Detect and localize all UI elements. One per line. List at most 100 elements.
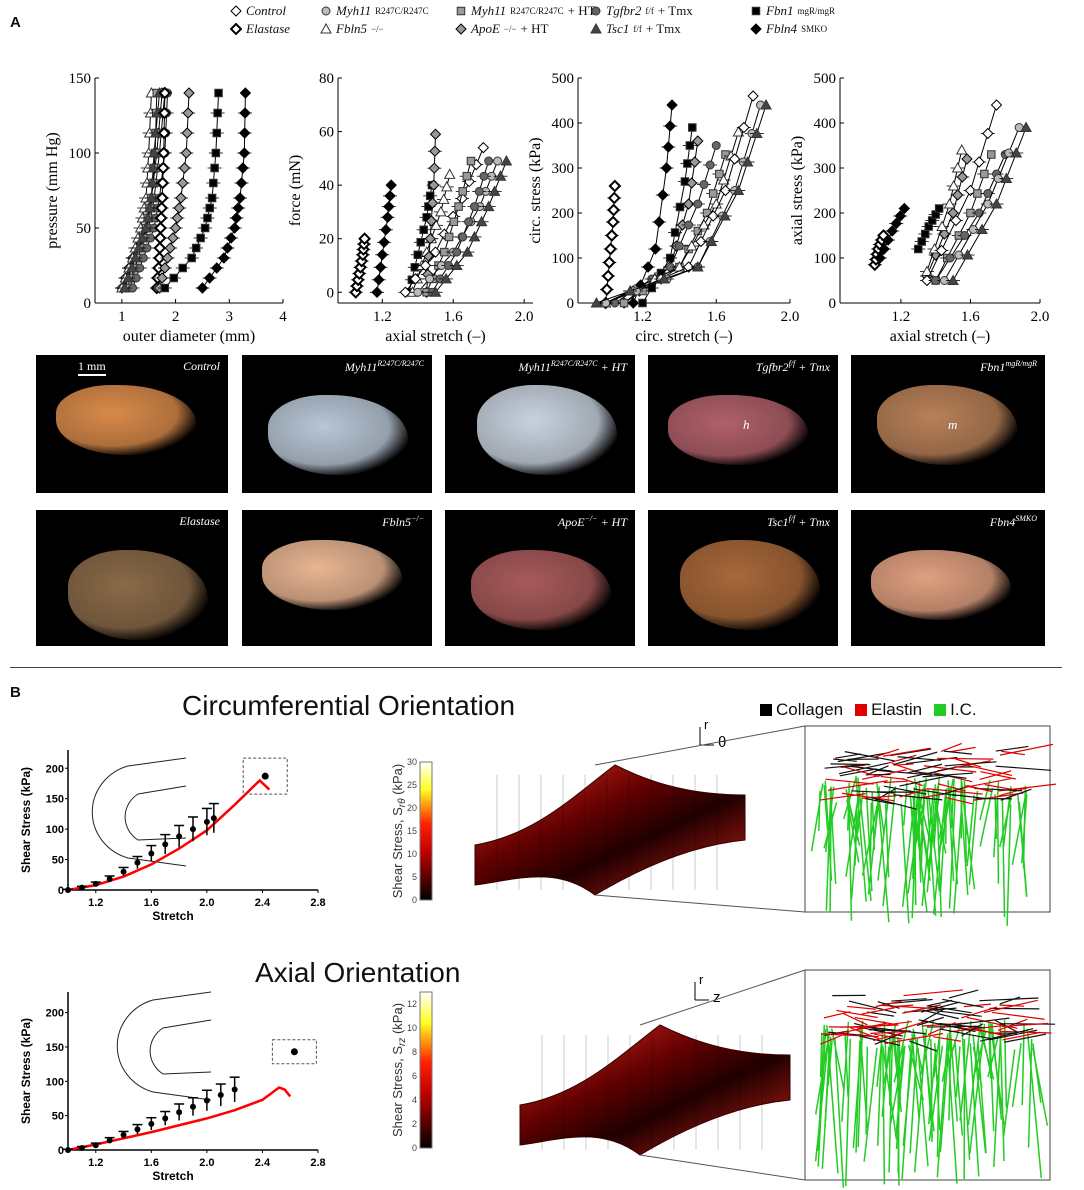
data-point [228,222,241,234]
model-curve [67,1086,292,1152]
data-point [708,189,718,198]
data-point [450,259,463,270]
aorta-photo: Elastase [36,510,228,646]
ic-fiber [932,789,947,915]
marker [751,6,761,16]
data-point [484,156,494,166]
data-point [413,250,423,260]
data-point [705,235,718,246]
data-point [155,191,169,205]
data-point [878,243,890,255]
data-point [717,173,730,185]
data-point [951,161,964,173]
collagen-fiber [934,1009,982,1017]
data-point [980,169,989,179]
panel-b-graphics: 1.2 1.6 2.0 2.4 2.8050100150200StretchShear … [19,717,1056,1188]
y-tick-label: 100 [46,1076,64,1088]
legend-ic: I.C. [934,700,977,720]
colorbar [419,991,433,1149]
marker [320,23,332,34]
y-tick-label: 100 [69,146,92,162]
fiber-legend: Collagen Elastin I.C. [760,700,977,720]
genotype-name: ApoE [471,21,500,36]
aorta-photo: Myh11R247C/R247C [242,355,432,493]
ic-fiber [882,1048,886,1185]
data-point [158,106,171,120]
experimental-point [176,833,183,840]
colorbar-label-part: Shear Stress, S [390,807,405,898]
legend-entry: Tsc1 f/f + Tmx [590,21,681,37]
data-point [171,212,184,224]
data-point [156,176,170,190]
marker [591,6,601,16]
data-point [964,184,977,197]
data-point [153,231,167,245]
data-point [685,177,698,189]
data-point [479,171,489,181]
data-point [125,261,138,273]
experimental-point [120,1131,127,1138]
y-tick-label: 100 [814,251,837,267]
experimental-point [65,887,71,893]
ic-fiber [856,791,864,834]
ic-fiber [1032,1043,1042,1103]
elastin-fiber [932,1036,962,1042]
legend-marker-icon [591,6,601,16]
aorta-specimen [871,550,1011,620]
ic-fiber [968,790,979,885]
data-point [990,197,1003,209]
data-point [384,190,396,202]
collagen-fiber [868,1029,911,1032]
ic-fiber [917,1047,929,1167]
data-point [982,127,994,140]
data-point [129,251,142,263]
y-tick-label: 150 [69,71,92,87]
genotype-name: Fbn1 [980,360,1006,374]
data-point [159,262,171,274]
ic-fiber [913,1028,928,1173]
photo-label: Fbn4SMKO [990,514,1037,530]
colorbar-tick: 10 [407,849,417,859]
data-point [383,200,395,213]
marker [321,6,331,16]
data-point [154,211,168,225]
collagen-fiber [938,1022,985,1029]
elastin-fiber [862,795,897,799]
legend-marker-icon [321,6,331,16]
shear-chart-circ: 1.2 1.6 2.0 2.4 2.8050100150200StretchShear … [19,717,1056,926]
ic-fiber [927,789,941,892]
genotype-superscript: f/f [788,514,796,523]
data-point [173,202,185,214]
ic-fiber [1021,1024,1025,1106]
ic-fiber [926,797,937,916]
ic-fiber [901,791,917,907]
genotype-superscript: f/f [788,359,796,368]
data-point [947,274,959,285]
ic-fiber [1001,798,1006,918]
y-tick-label: 80 [319,71,334,87]
axis-second-label: θ [718,734,726,751]
series-line [632,104,673,304]
elastin-fiber [955,758,982,768]
data-point [358,232,372,246]
data-point [461,246,474,257]
genotype-name: Fbln4 [766,21,798,36]
elastin-fiber [873,1031,906,1042]
colorbar-label-part: rz [397,1038,408,1046]
aorta-photo: Fbn4SMKO [851,510,1045,646]
data-point [424,233,436,245]
collagen-fiber [883,785,927,795]
data-point [660,162,673,174]
shear-chart-axial: 1.2 1.6 2.0 2.4 2.8050100150200StretchShear … [19,969,1056,1188]
genotype-superscript: R247C/R247C [510,6,564,16]
data-point [738,121,750,134]
collagen-fiber [890,748,932,757]
data-point [590,296,603,308]
genotype-name: Elastase [246,21,291,36]
ic-swatch [934,704,947,716]
data-point [178,162,191,174]
data-point [141,211,154,223]
data-point [882,234,894,246]
ic-fiber [855,776,867,902]
elastin-fiber [854,1016,898,1026]
